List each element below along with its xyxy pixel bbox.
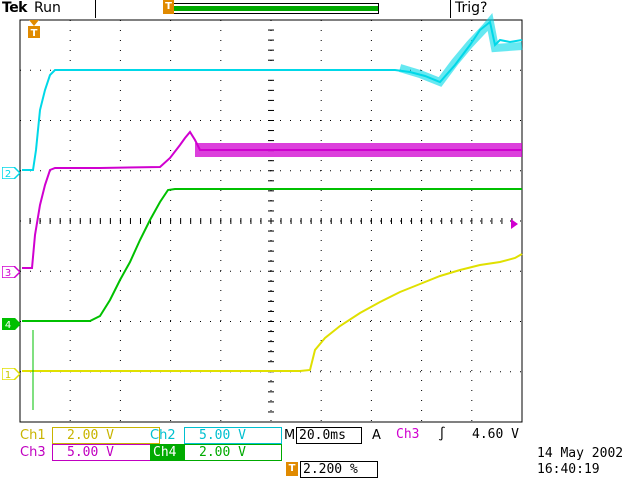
timebase-prefix: M bbox=[284, 428, 296, 443]
ch2-ground-marker[interactable]: 2 bbox=[1, 164, 22, 180]
ch3-ground-marker[interactable]: 3 bbox=[1, 263, 22, 279]
divider bbox=[95, 0, 96, 18]
svg-text:4: 4 bbox=[5, 320, 11, 330]
ch4-label: Ch4 bbox=[150, 444, 184, 461]
ch3-label: Ch3 bbox=[20, 445, 46, 460]
rising-edge-icon: ∫ bbox=[438, 427, 446, 442]
trigger-position-icon: T bbox=[163, 0, 174, 14]
trigger-offset-icon: T bbox=[286, 462, 298, 476]
ch1-label: Ch1 bbox=[20, 428, 46, 443]
graticule bbox=[19, 19, 523, 423]
ch2-label: Ch2 bbox=[150, 428, 176, 443]
trigger-source: Ch3 bbox=[396, 427, 420, 442]
trigger-level: 4.60 V bbox=[472, 427, 519, 442]
divider bbox=[450, 0, 451, 18]
svg-text:T: T bbox=[31, 28, 38, 39]
ch1-scale[interactable]: 2.00 V bbox=[52, 427, 160, 444]
run-state: Run bbox=[34, 0, 61, 16]
time-readout: 16:40:19 bbox=[537, 462, 600, 477]
record-position-bar bbox=[168, 3, 379, 14]
ch1-ground-marker[interactable]: 1 bbox=[1, 365, 22, 381]
status-bar: Tek Run T Trig? bbox=[0, 0, 640, 20]
trigger-mode: A bbox=[372, 428, 381, 443]
svg-text:2: 2 bbox=[5, 169, 11, 179]
date-readout: 14 May 2002 bbox=[537, 446, 624, 461]
ch1-trace bbox=[22, 253, 523, 372]
ch4-trace bbox=[22, 188, 522, 322]
svg-text:3: 3 bbox=[5, 268, 11, 278]
traces bbox=[22, 12, 523, 410]
brand-logo: Tek bbox=[2, 0, 28, 16]
svg-text:1: 1 bbox=[5, 370, 11, 380]
trigger-point-icon: T bbox=[28, 19, 40, 39]
timebase-scale[interactable]: 20.0ms bbox=[296, 427, 362, 444]
ch3-scale[interactable]: 5.00 V bbox=[52, 444, 160, 461]
ch4-ground-marker[interactable]: 4 bbox=[1, 315, 22, 331]
trigger-settings[interactable]: Ch3 ∫ 4.60 V bbox=[386, 427, 522, 442]
trigger-status: Trig? bbox=[455, 0, 488, 16]
trigger-level-marker bbox=[511, 219, 518, 229]
ch2-noise-band bbox=[398, 12, 523, 87]
ch2-scale[interactable]: 5.00 V bbox=[184, 427, 282, 444]
ch4-scale[interactable]: 2.00 V bbox=[184, 444, 282, 461]
trigger-position-value[interactable]: 2.200 % bbox=[300, 461, 378, 478]
